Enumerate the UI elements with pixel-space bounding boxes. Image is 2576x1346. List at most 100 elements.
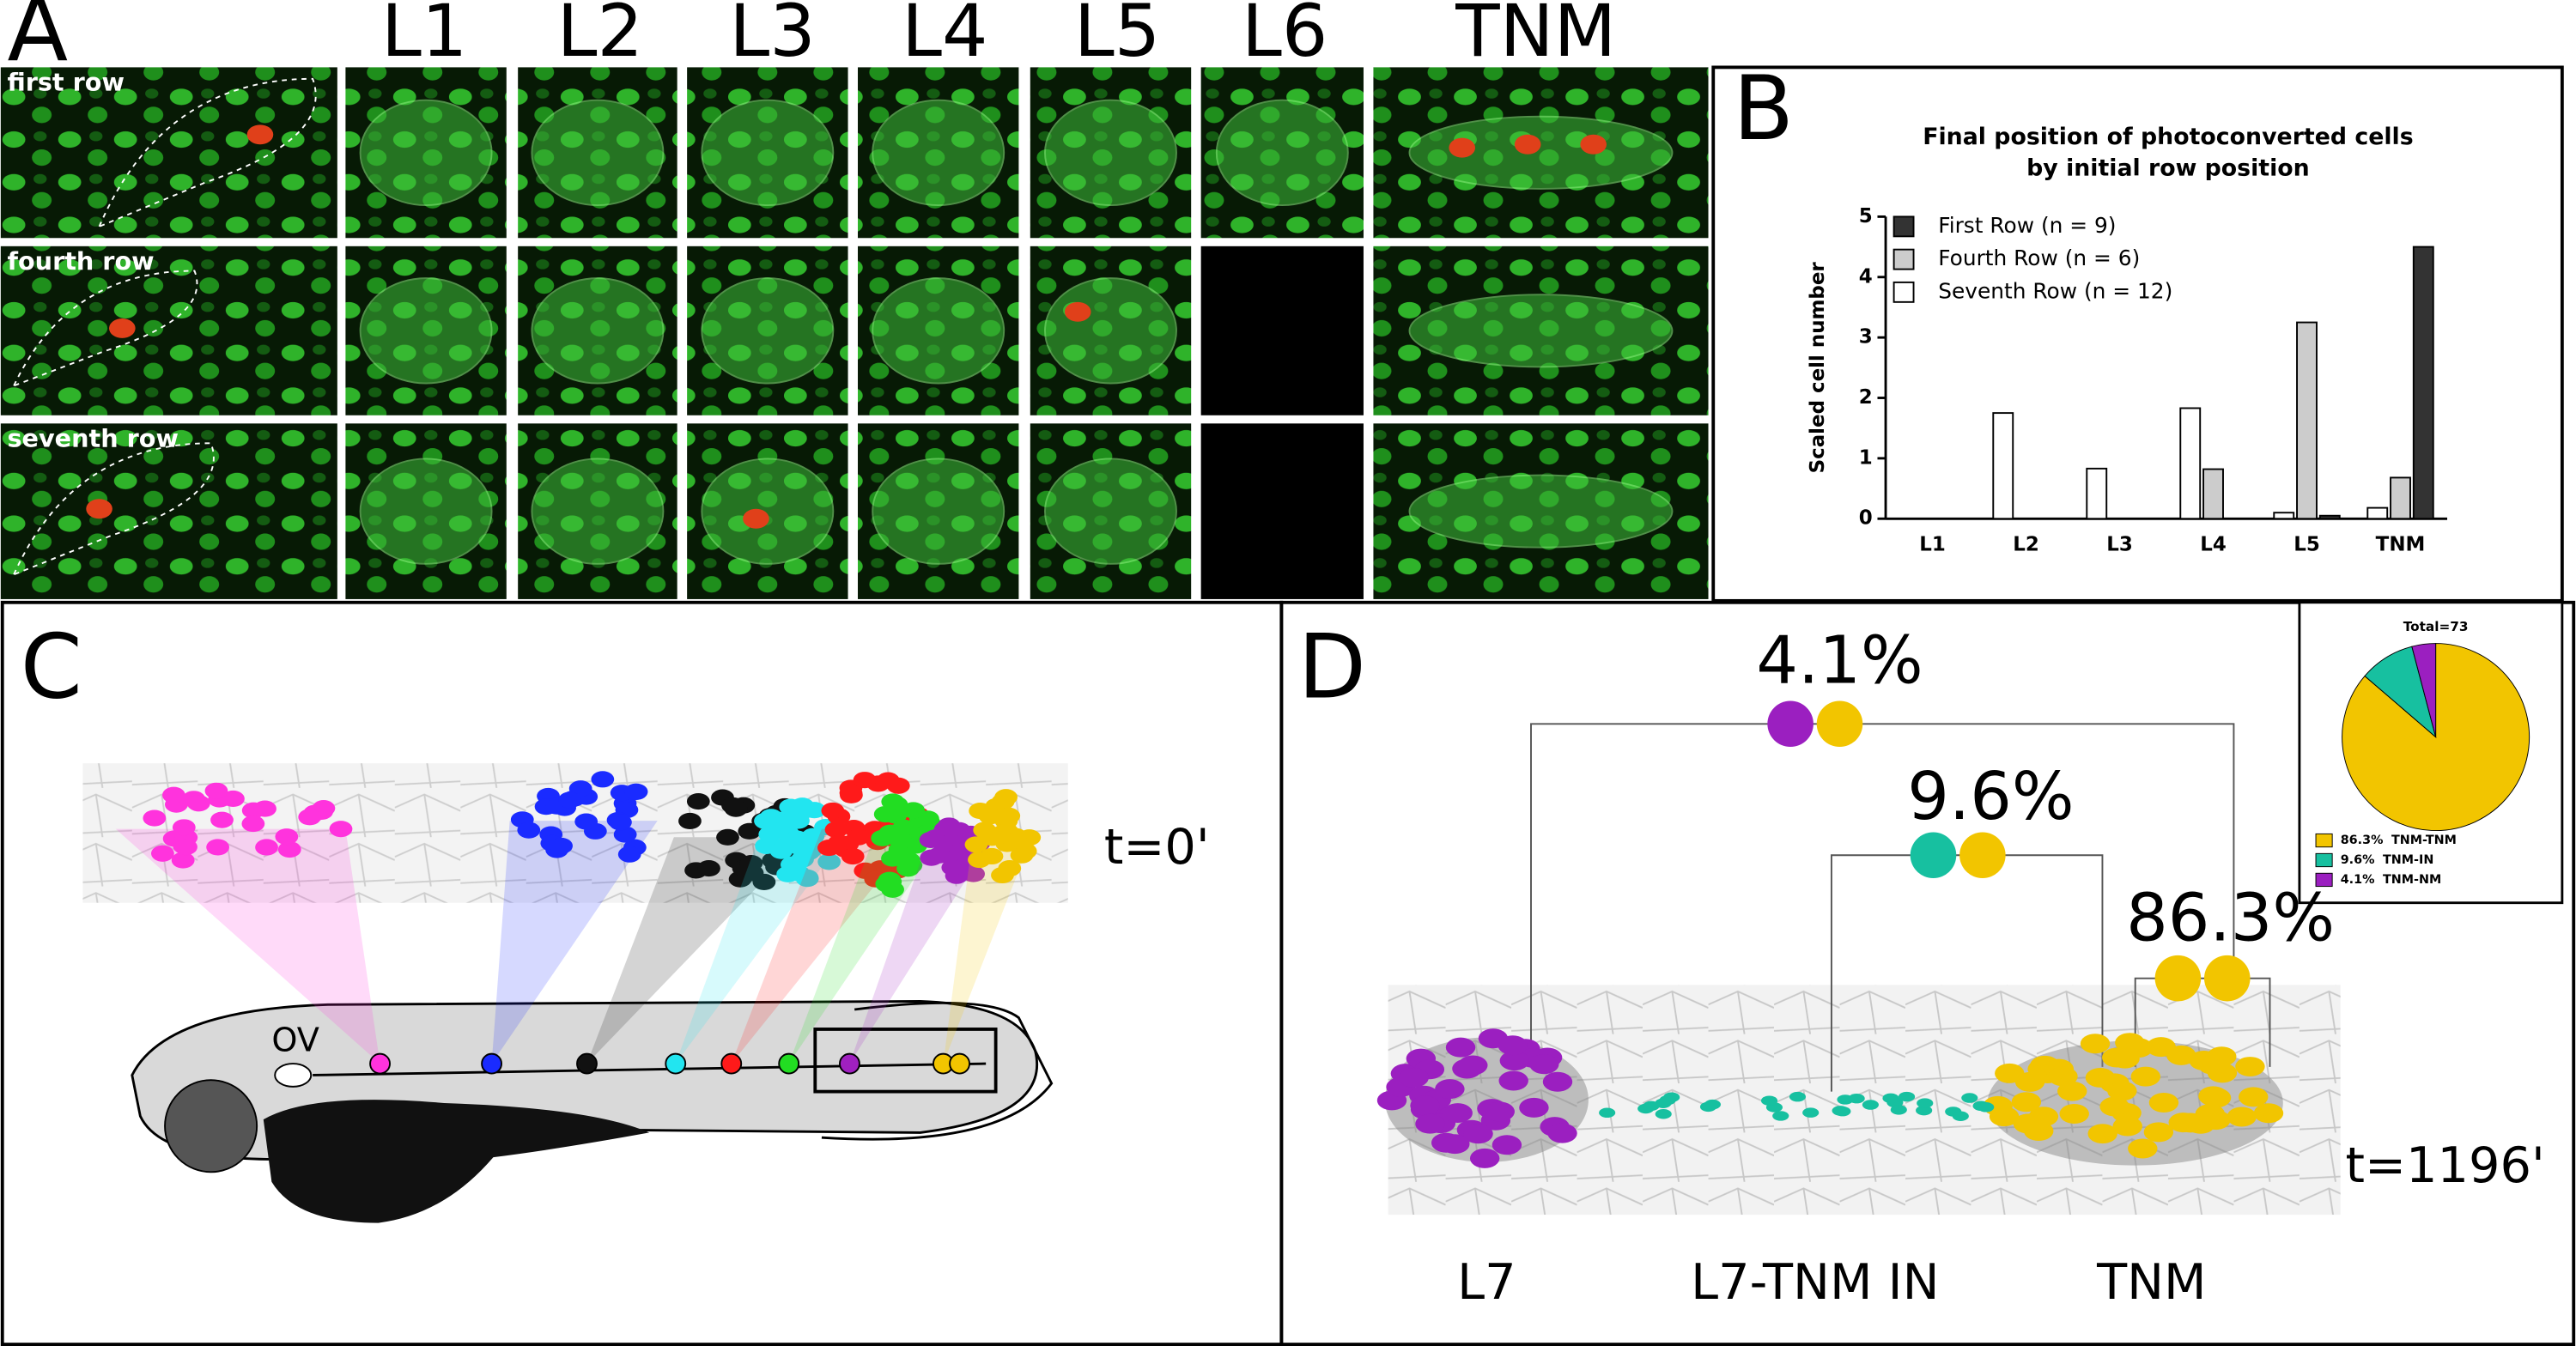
cell-blob: [204, 782, 228, 799]
neuromast: [701, 99, 835, 206]
fish-eye: [164, 1079, 258, 1173]
cell-blob: [791, 851, 814, 868]
cell-pair-dot: [1910, 832, 1957, 879]
micrograph: [1200, 246, 1364, 415]
fish-fin: [821, 1001, 1054, 1141]
bar: [2296, 321, 2318, 520]
column-label: L2: [557, 0, 643, 73]
cell-blob: [1485, 1101, 1515, 1122]
legend-value: 86.3%: [2341, 834, 2384, 847]
x-tick-label: L5: [2293, 533, 2320, 555]
cell-blob: [779, 798, 803, 815]
row-label: seventh row: [7, 423, 178, 452]
photoconverted-cell: [246, 124, 274, 145]
cell-blob: [143, 809, 167, 827]
cell-blob: [991, 793, 1015, 810]
cell-pair-dot: [1816, 700, 1863, 748]
cell-blob: [686, 792, 710, 810]
neuromast: [872, 458, 1005, 565]
cell-blob: [1498, 1035, 1528, 1056]
cell-blob: [1704, 1099, 1721, 1110]
cell-blob: [1862, 1100, 1879, 1110]
cell-blob: [892, 819, 915, 836]
cell-blob: [171, 852, 195, 869]
cell-blob: [1435, 1079, 1465, 1100]
x-tick-label: L4: [2200, 533, 2227, 555]
row-outline: [12, 442, 215, 577]
cell-blob: [1789, 1091, 1807, 1102]
photoconverted-cell: [86, 499, 112, 519]
cell-blob: [881, 793, 905, 810]
cell-blob: [2059, 1104, 2089, 1124]
photoconverted-cell: [1514, 134, 1541, 155]
cell-blob: [151, 845, 174, 862]
cell-blob: [886, 777, 910, 794]
neuromast: [531, 458, 665, 565]
cell-blob: [1772, 1111, 1789, 1121]
neuromast-dot: [576, 1052, 598, 1075]
cell-blob: [1463, 1124, 1493, 1144]
cell-blob: [2023, 1121, 2054, 1142]
chart-title: Final position of photoconverted cells: [1923, 124, 2413, 150]
cell-blob: [827, 834, 851, 852]
cell-blob: [937, 817, 961, 834]
micrograph: [0, 423, 337, 599]
neuromast: [1408, 115, 1674, 190]
cell-blob: [617, 846, 641, 863]
neuromast: [701, 277, 835, 385]
cell-blob: [2112, 1116, 2142, 1137]
neuromast: [1044, 99, 1177, 206]
cell-blob: [754, 812, 777, 829]
y-tick-label: 1: [1859, 446, 1873, 469]
cell-blob: [162, 786, 185, 803]
cell-blob: [1882, 1093, 1899, 1104]
position-label: L7-TNM IN: [1691, 1253, 1939, 1311]
bar: [2202, 468, 2224, 520]
cell-blob: [624, 783, 648, 800]
legend-label: 86.3% TNM-TNM: [2341, 834, 2457, 847]
cell-blob: [1832, 1106, 1849, 1116]
x-tick-label: L2: [2013, 533, 2039, 555]
neuromast: [872, 99, 1005, 206]
cell-blob: [991, 866, 1014, 884]
legend-swatch: [1893, 248, 1915, 270]
neuromast-dot: [481, 1052, 503, 1075]
cell-blob: [609, 814, 632, 831]
legend-label: Seventh Row (n = 12): [1938, 278, 2172, 303]
bar: [2273, 512, 2295, 520]
cell-blob: [678, 812, 702, 830]
column-label: L5: [1074, 0, 1160, 73]
cell-blob: [721, 797, 744, 814]
column-label: TNM: [1455, 0, 1616, 73]
percent-label: 4.1%: [1756, 622, 1923, 699]
panel-d-frame: [1279, 600, 2576, 1346]
cell-blob: [2143, 1122, 2174, 1143]
panel-label: B: [1733, 58, 1794, 161]
cell-blob: [787, 864, 811, 882]
bar: [2179, 407, 2202, 520]
bar: [2390, 476, 2411, 520]
cell-blob: [889, 833, 913, 850]
cell-blob: [558, 791, 581, 809]
pie-slice: [2411, 643, 2437, 737]
cell-blob: [2201, 1088, 2232, 1108]
neuromast-dot: [720, 1052, 743, 1075]
column-label: L1: [381, 0, 467, 73]
cell-blob: [878, 873, 902, 890]
cell-blob: [517, 822, 541, 839]
cell-blob: [2080, 1034, 2111, 1054]
cell-blob: [1469, 1148, 1500, 1168]
neuromast: [359, 458, 493, 565]
cell-blob: [1002, 832, 1026, 849]
cell-blob: [1916, 1105, 1933, 1116]
cell-blob: [2227, 1107, 2257, 1127]
projection-cone: [943, 837, 1032, 1064]
cell-blob: [2087, 1124, 2117, 1144]
cell-blob: [591, 771, 615, 788]
cell-blob: [275, 828, 299, 846]
projection-cone: [675, 845, 839, 1064]
cell-blob: [1431, 1132, 1461, 1153]
chart-subtitle: by initial row position: [2026, 155, 2310, 181]
legend-value: 9.6%: [2341, 853, 2375, 867]
neuromast-dot: [369, 1052, 391, 1075]
